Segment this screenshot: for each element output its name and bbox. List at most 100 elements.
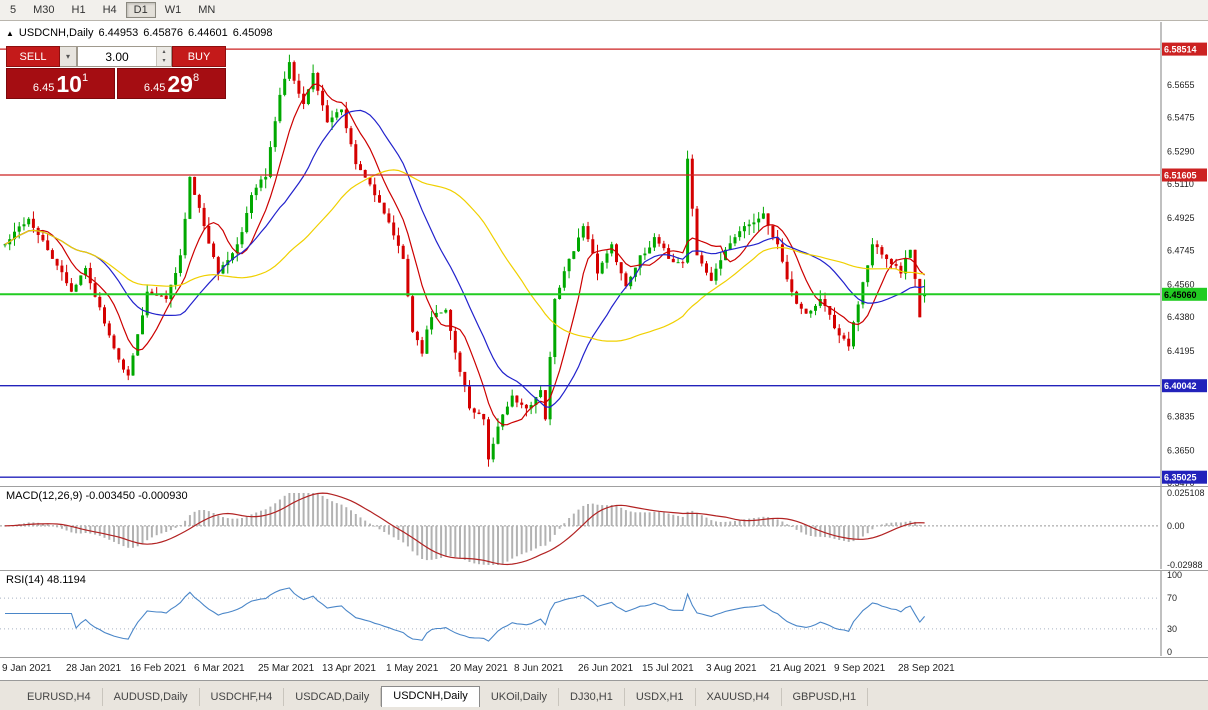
date-label: 9 Sep 2021 [834, 663, 886, 674]
date-label: 9 Jan 2021 [2, 663, 52, 674]
timeframe-h1[interactable]: H1 [71, 4, 86, 16]
buy-price-base: 6.45 [143, 82, 166, 94]
ohlc-low: 6.44601 [188, 27, 228, 39]
price-badge [1162, 42, 1207, 56]
rsi-tick-label: 100 [1167, 571, 1182, 580]
price-tick-label: 6.3835 [1167, 412, 1195, 422]
date-label: 20 May 2021 [450, 663, 508, 674]
price-badge-label: 6.45060 [1164, 290, 1197, 300]
rsi-tick-label: 0 [1167, 647, 1172, 656]
date-label: 21 Aug 2021 [770, 663, 827, 674]
macd-signal-line [4, 492, 925, 566]
price-badge-label: 6.58514 [1164, 45, 1197, 55]
macd-label: MACD(12,26,9) -0.003450 -0.000930 [6, 490, 188, 502]
price-badge-label: 6.40042 [1164, 381, 1197, 391]
date-label: 25 Mar 2021 [258, 663, 315, 674]
price-badge [1162, 287, 1207, 301]
buy-button[interactable]: BUY [172, 46, 226, 67]
sell-button[interactable]: SELL [6, 46, 60, 67]
stepper-up-icon[interactable]: ▴ [157, 47, 171, 57]
tab-usdchf-h4[interactable]: USDCHF,H4 [200, 688, 285, 706]
ohlc-high: 6.45876 [143, 27, 184, 39]
volume-stepper: ▴ ▾ [156, 47, 171, 66]
chart-ohlc-header: ▲ USDCNH,Daily 6.44953 6.45876 6.44601 6… [6, 27, 273, 39]
tab-gbpusd-h1[interactable]: GBPUSD,H1 [782, 688, 869, 706]
price-badge-label: 6.35025 [1164, 473, 1197, 483]
price-tick-label: 6.4745 [1167, 246, 1195, 256]
price-badge [1162, 470, 1207, 484]
price-tick-label: 6.4380 [1167, 312, 1195, 322]
macd-tick-label: 0.00 [1167, 521, 1185, 531]
timeframe-m30[interactable]: M30 [33, 4, 55, 16]
price-tick-label: 6.4925 [1167, 213, 1195, 223]
tab-eurusd-h4[interactable]: EURUSD,H4 [16, 688, 103, 706]
tab-dj30-h1[interactable]: DJ30,H1 [559, 688, 625, 706]
symbol-marker-icon: ▲ [6, 28, 14, 38]
sell-price-sup: 1 [81, 72, 89, 84]
macd-indicator-panel[interactable]: MACD(12,26,9) -0.003450 -0.000930 0.0251… [0, 486, 1208, 570]
stepper-down-icon[interactable]: ▾ [157, 56, 171, 66]
sell-price-base: 6.45 [32, 82, 55, 94]
price-tick-label: 6.5475 [1167, 113, 1195, 123]
volume-box: ▴ ▾ [77, 46, 172, 67]
rsi-indicator-panel[interactable]: RSI(14) 48.1194 100 70 30 0 [0, 570, 1208, 657]
sell-price-display[interactable]: 6.45 10 1 [6, 68, 115, 99]
timeframe-w1[interactable]: W1 [164, 4, 182, 16]
one-click-trade-widget: SELL ▾ ▴ ▾ BUY 6.45 10 1 [6, 46, 226, 99]
macd-histogram [8, 493, 921, 565]
timeframe-h4[interactable]: H4 [102, 4, 117, 16]
price-badge [1162, 168, 1207, 182]
timeframe-mn[interactable]: MN [198, 4, 216, 16]
ma-medium-line [4, 109, 925, 408]
rsi-line [5, 587, 926, 642]
price-tick-label: 6.5290 [1167, 146, 1195, 156]
ma-fast-line [4, 83, 926, 426]
date-label: 13 Apr 2021 [322, 663, 376, 674]
date-label: 26 Jun 2021 [578, 663, 634, 674]
chevron-down-icon: ▾ [65, 52, 70, 61]
date-label: 28 Sep 2021 [898, 663, 955, 674]
timeframe-5[interactable]: 5 [10, 4, 17, 16]
sell-price-big: 10 [56, 71, 82, 97]
candlestick-chart[interactable]: 6.5655 6.5475 6.5290 6.5110 6.4925 6.4745 6.45… [0, 22, 1208, 486]
date-label: 28 Jan 2021 [66, 663, 122, 674]
rsi-label: RSI(14) 48.1194 [6, 574, 86, 586]
ohlc-close: 6.45098 [232, 27, 273, 39]
date-label: 6 Mar 2021 [194, 663, 245, 674]
price-tick-label: 6.5655 [1167, 80, 1195, 90]
timeframe-d1[interactable]: D1 [125, 2, 156, 18]
timeframe-toolbar: 5 M30 H1 H4 D1 W1 MN [0, 0, 1208, 21]
rsi-chart[interactable]: 100 70 30 0 [0, 571, 1208, 656]
volume-input[interactable] [78, 47, 156, 66]
tab-audusd-daily[interactable]: AUDUSD,Daily [103, 688, 200, 706]
price-tick-label: 6.3650 [1167, 445, 1195, 455]
buy-price-sup: 8 [192, 72, 200, 84]
buy-price-display[interactable]: 6.45 29 8 [117, 68, 226, 99]
ohlc-open: 6.44953 [98, 27, 139, 39]
tab-usdcnh-daily[interactable]: USDCNH,Daily [381, 686, 480, 707]
rsi-tick-label: 30 [1167, 624, 1177, 634]
date-label: 1 May 2021 [386, 663, 439, 674]
tab-usdx-h1[interactable]: USDX,H1 [625, 688, 696, 706]
date-label: 16 Feb 2021 [130, 663, 187, 674]
tab-ukoil-daily[interactable]: UKOil,Daily [480, 688, 560, 706]
price-chart-panel[interactable]: ▲ USDCNH,Daily 6.44953 6.45876 6.44601 6… [0, 22, 1208, 486]
price-tick-label: 6.4195 [1167, 346, 1195, 356]
time-axis: 9 Jan 2021 28 Jan 2021 16 Feb 2021 6 Mar 20… [0, 657, 1208, 680]
price-badge [1162, 379, 1207, 393]
date-label: 8 Jun 2021 [514, 663, 564, 674]
tab-usdcad-daily[interactable]: USDCAD,Daily [284, 688, 382, 706]
volume-dropdown-button[interactable]: ▾ [60, 46, 77, 67]
chart-symbol: USDCNH,Daily [18, 27, 94, 39]
date-label: 15 Jul 2021 [642, 663, 694, 674]
price-tick-label: 6.5110 [1167, 179, 1194, 189]
date-label: 3 Aug 2021 [706, 663, 757, 674]
price-badge-label: 6.51605 [1164, 171, 1197, 181]
chart-tab-bar: EURUSD,H4 AUDUSD,Daily USDCHF,H4 USDCAD,Dai… [0, 680, 1208, 710]
rsi-tick-label: 70 [1167, 593, 1177, 603]
macd-chart[interactable]: 0.025108 0.00 -0.02988 [0, 487, 1208, 569]
price-tick-label: 6.4560 [1167, 279, 1195, 289]
tab-xauusd-h4[interactable]: XAUUSD,H4 [696, 688, 782, 706]
buy-price-big: 29 [167, 71, 193, 97]
